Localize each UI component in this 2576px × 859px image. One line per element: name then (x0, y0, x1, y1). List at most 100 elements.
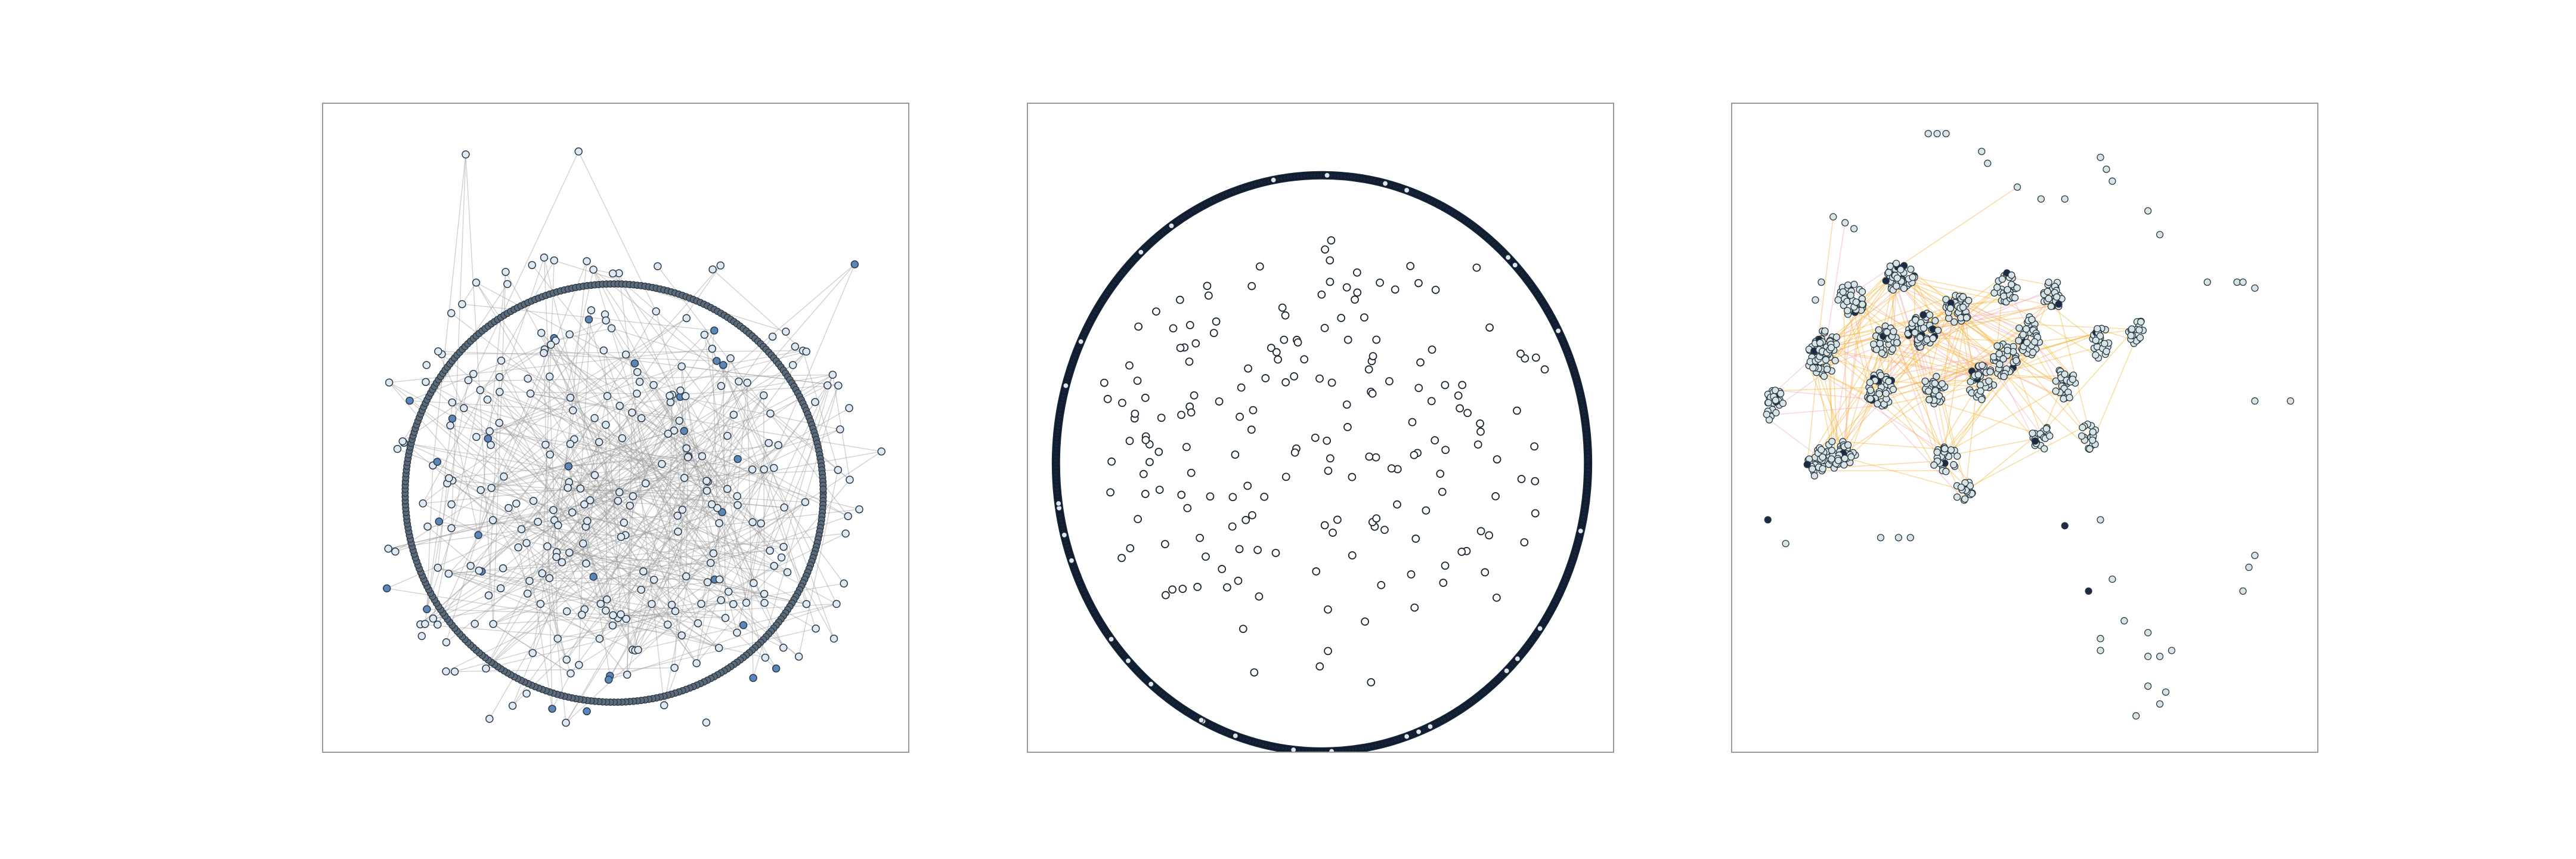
graph-node (500, 472, 508, 481)
graph-node (534, 518, 542, 526)
graph-node (674, 527, 682, 536)
graph-node (1414, 279, 1423, 288)
graph-node (1530, 442, 1539, 451)
network-edge (2003, 370, 2064, 400)
graph-node (2128, 325, 2136, 333)
graph-node (783, 568, 792, 576)
graph-node (2028, 316, 2036, 323)
graph-node (1931, 379, 1939, 387)
network-edge (769, 385, 839, 551)
graph-node (1491, 492, 1500, 500)
graph-node (2046, 432, 2054, 440)
graph-node (717, 382, 726, 390)
graph-node (779, 644, 788, 652)
graph-node (1157, 413, 1166, 422)
network-edge (480, 390, 623, 439)
graph-node (1428, 345, 1436, 354)
graph-node (1779, 399, 1787, 407)
graph-node (2055, 300, 2063, 308)
network-edge (448, 456, 702, 574)
graph-node (496, 584, 505, 592)
graph-node (1317, 290, 1326, 299)
network-edge (451, 503, 711, 564)
network-edge (570, 351, 807, 674)
graph-node (1376, 279, 1384, 287)
network-edge (1853, 381, 1934, 453)
network-edge (1775, 390, 1869, 400)
network-edge (728, 374, 834, 592)
graph-node (1832, 333, 1841, 341)
graph-node (434, 564, 442, 572)
graph-node (642, 479, 650, 488)
graph-node (1145, 458, 1154, 466)
graph-node (1947, 446, 1955, 454)
graph-node (448, 415, 457, 423)
graph-node (682, 572, 691, 580)
graph-node (707, 558, 715, 567)
graph-node (1365, 452, 1374, 461)
network-edge (1936, 324, 2030, 391)
graph-node (1882, 390, 1890, 397)
graph-node (1481, 568, 1490, 577)
graph-node (768, 332, 777, 341)
graph-node (1847, 453, 1855, 461)
graph-node (1126, 544, 1135, 552)
network-edge (549, 376, 714, 554)
graph-node (2251, 397, 2259, 405)
graph-node (1828, 455, 1835, 463)
network-edge (736, 382, 748, 496)
graph-node (393, 444, 402, 453)
network-edge (682, 395, 686, 510)
graph-node (602, 421, 610, 429)
network-edge (553, 509, 586, 527)
graph-node (501, 268, 510, 276)
graph-node (1877, 372, 1885, 379)
graph-node (499, 564, 507, 573)
graph-node (692, 659, 701, 668)
network-edge (437, 454, 550, 625)
graph-node (684, 453, 692, 462)
network-edge (553, 395, 670, 511)
network-edge (701, 602, 747, 604)
graph-node (1131, 409, 1140, 418)
network-edge (1921, 316, 2030, 329)
network-edge (627, 457, 689, 675)
graph-node (1934, 326, 1942, 334)
graph-node (1925, 387, 1933, 395)
graph-node (700, 330, 709, 339)
network-edge (1965, 427, 2083, 490)
graph-node (1959, 303, 1967, 311)
graph-node (677, 362, 686, 370)
graph-node (782, 327, 790, 336)
graph-node (1253, 546, 1262, 554)
graph-node (1886, 262, 1894, 270)
graph-node (1351, 295, 1359, 304)
network-edge (681, 600, 722, 636)
graph-node (2168, 647, 2176, 654)
ring-node (1585, 456, 1592, 463)
graph-node (1281, 472, 1290, 481)
network-edge (404, 442, 753, 523)
graph-node (1894, 534, 1902, 542)
network-edge (1890, 287, 1998, 387)
graph-node (710, 326, 719, 335)
graph-node (2097, 635, 2104, 642)
network-edge (778, 264, 856, 446)
graph-node (1352, 268, 1361, 277)
graph-node (802, 600, 811, 608)
network-edge (499, 391, 626, 536)
network-edge (508, 508, 522, 530)
ring-node-light (1512, 262, 1518, 268)
network-edge (550, 344, 571, 398)
graph-node (1931, 387, 1939, 395)
graph-node (708, 500, 716, 509)
ring-node-light (1061, 532, 1067, 538)
graph-node (512, 499, 521, 508)
graph-node (550, 256, 559, 265)
graph-node (1476, 419, 1484, 428)
graph-node (476, 486, 485, 495)
network-edge (1943, 376, 2005, 453)
network-edge (753, 385, 839, 678)
network-edge (1836, 329, 1879, 338)
graph-node (766, 409, 775, 418)
